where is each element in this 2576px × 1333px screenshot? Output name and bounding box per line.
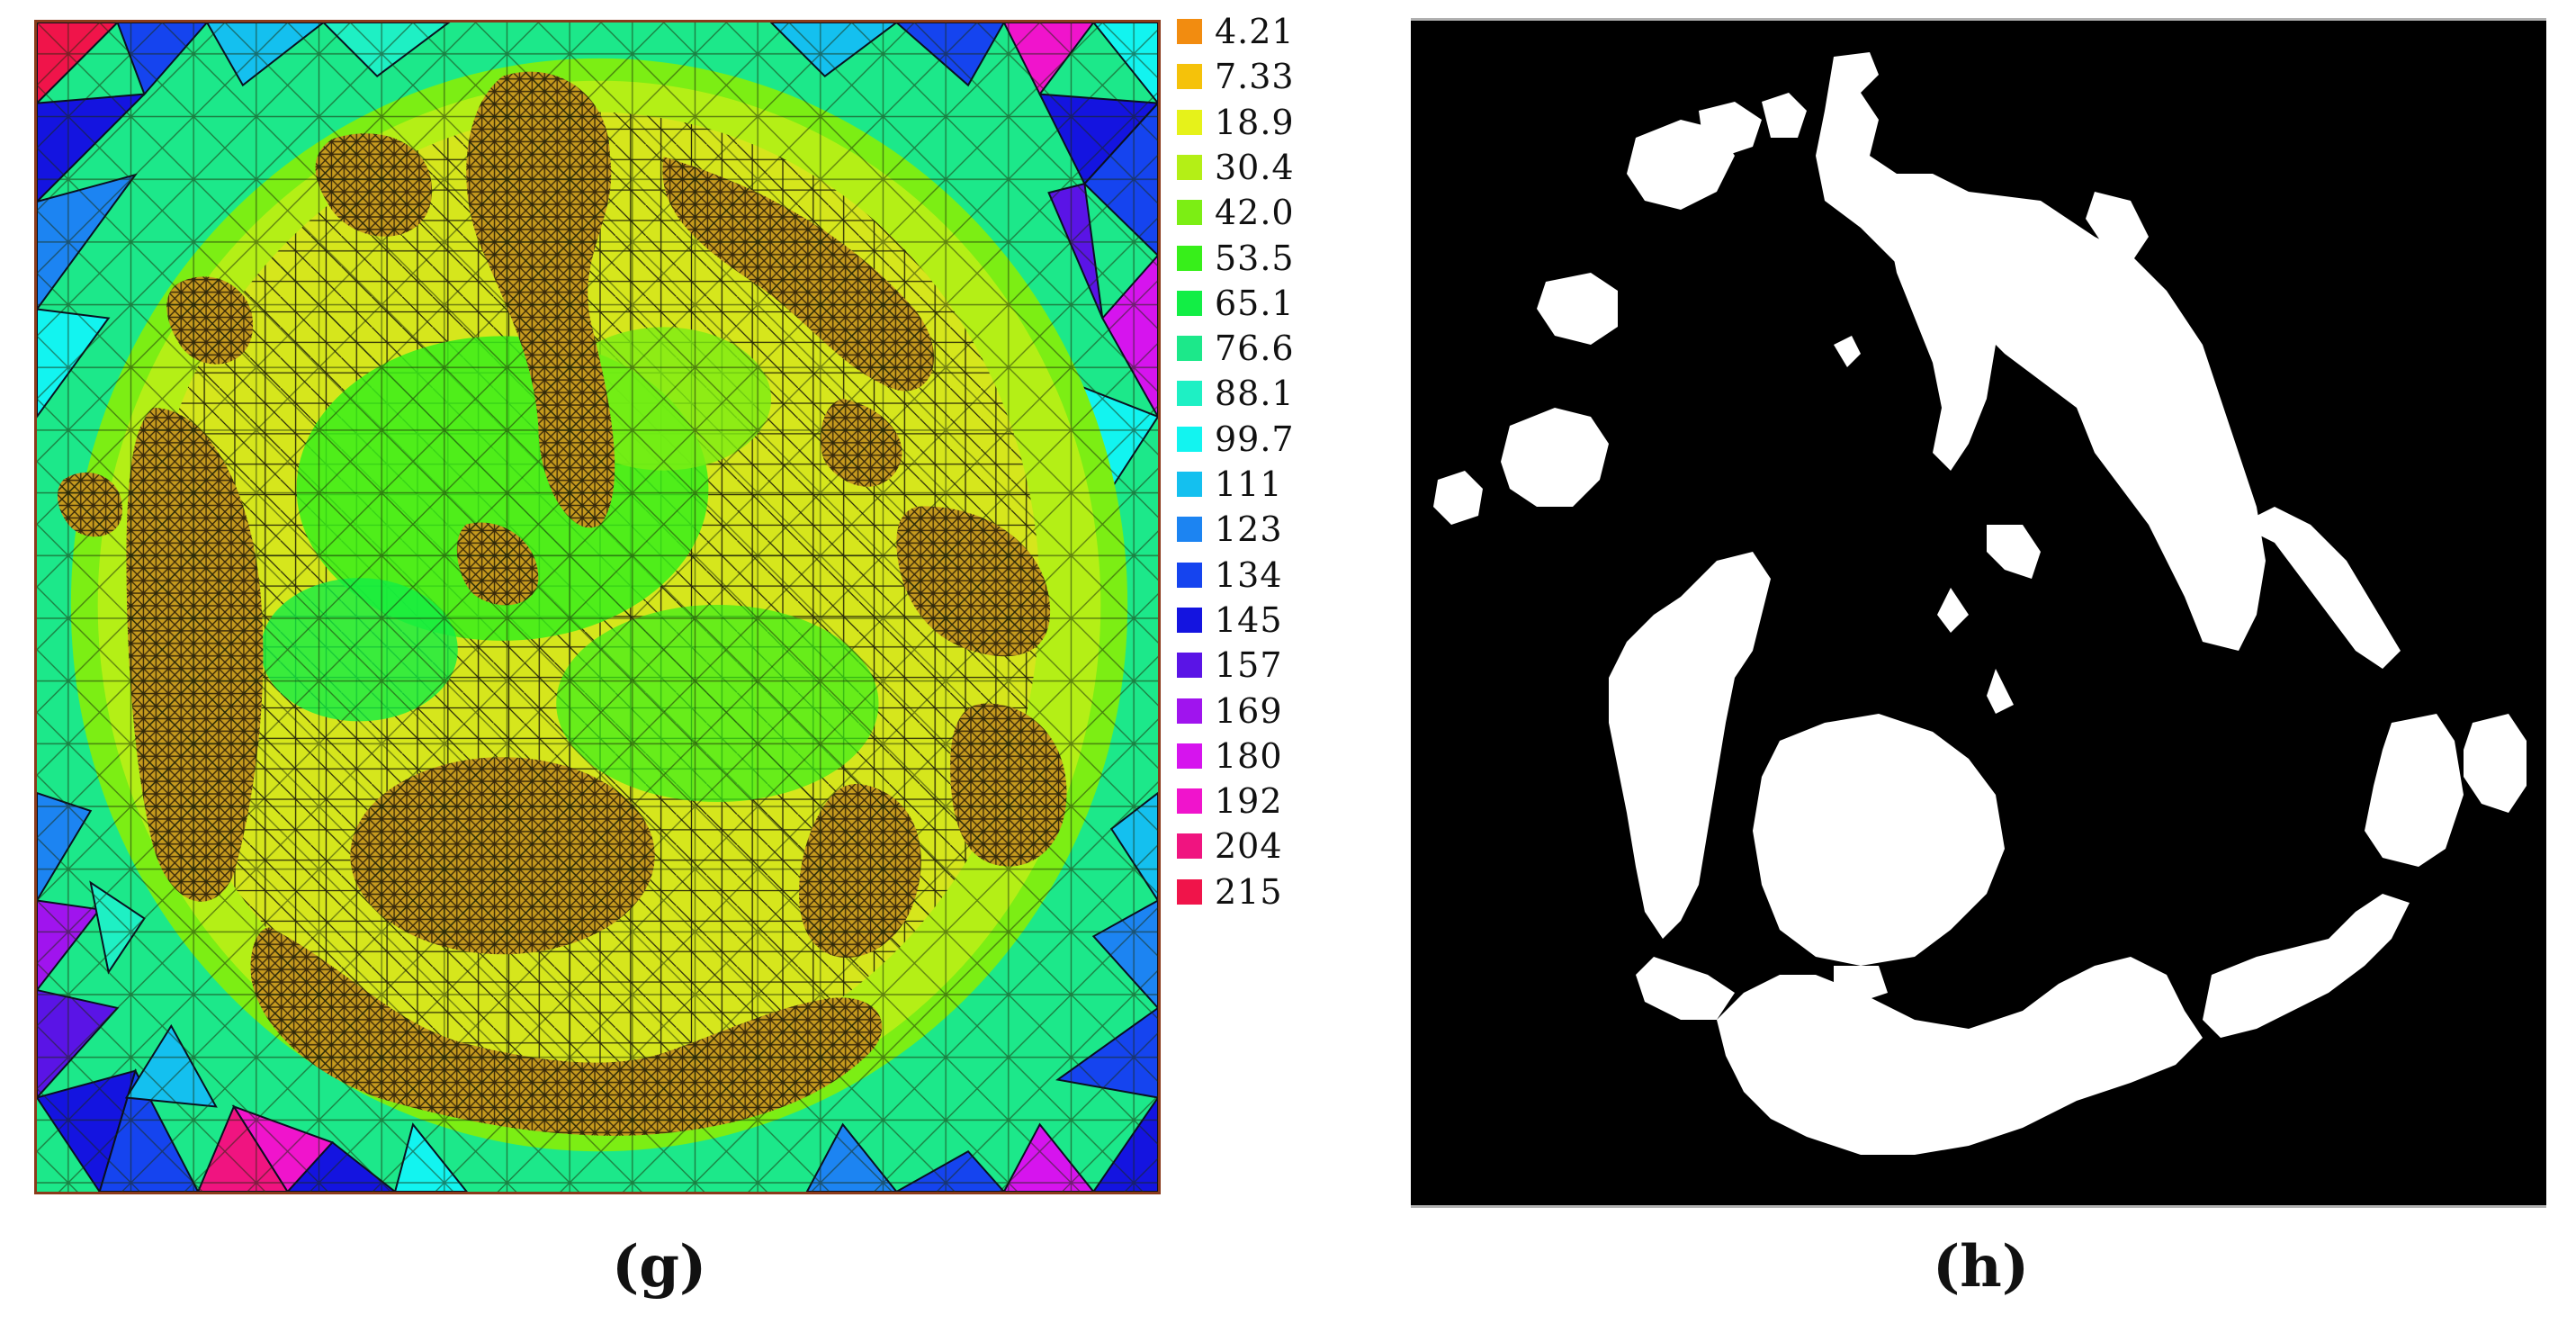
legend-label: 192	[1215, 781, 1283, 822]
mesh-svg	[37, 23, 1158, 1192]
legend-swatch	[1177, 200, 1202, 226]
legend-item: 65.1	[1177, 281, 1295, 326]
legend-swatch	[1177, 743, 1202, 769]
legend-label: 42.0	[1215, 193, 1295, 233]
legend-label: 88.1	[1215, 374, 1295, 414]
legend-label: 4.21	[1215, 12, 1295, 51]
binary-segmentation-image	[1411, 18, 2546, 1208]
legend-item: 7.33	[1177, 54, 1295, 99]
mesh-plot	[34, 20, 1161, 1194]
legend-item: 76.6	[1177, 326, 1295, 371]
legend-swatch	[1177, 109, 1202, 135]
legend-swatch	[1177, 562, 1202, 588]
legend-label: 204	[1215, 826, 1283, 867]
legend-swatch	[1177, 698, 1202, 724]
legend-item: 180	[1177, 734, 1283, 779]
caption-h: (h)	[1933, 1233, 2030, 1301]
legend-label: 99.7	[1215, 419, 1295, 459]
legend-item: 215	[1177, 869, 1283, 914]
legend-label: 157	[1215, 645, 1283, 686]
legend-swatch	[1177, 426, 1202, 452]
legend-item: 42.0	[1177, 190, 1295, 235]
legend-swatch	[1177, 653, 1202, 679]
legend-label: 7.33	[1215, 57, 1295, 97]
legend-item: 18.9	[1177, 100, 1295, 145]
legend-item: 88.1	[1177, 371, 1295, 416]
legend-item: 111	[1177, 462, 1283, 507]
legend-swatch	[1177, 19, 1202, 44]
legend-swatch	[1177, 336, 1202, 362]
legend-label: 76.6	[1215, 329, 1295, 369]
legend-label: 30.4	[1215, 147, 1295, 187]
legend-swatch	[1177, 833, 1202, 860]
legend-label: 215	[1215, 871, 1283, 912]
legend-item: 134	[1177, 553, 1283, 598]
legend-label: 180	[1215, 735, 1283, 776]
legend-label: 134	[1215, 554, 1283, 595]
legend-item: 145	[1177, 598, 1283, 643]
legend-item: 192	[1177, 779, 1283, 824]
caption-g: (g)	[612, 1233, 707, 1301]
legend-swatch	[1177, 878, 1202, 905]
legend-item: 204	[1177, 824, 1283, 869]
legend-swatch	[1177, 381, 1202, 407]
legend-item: 123	[1177, 507, 1283, 552]
legend-item: 53.5	[1177, 236, 1295, 281]
legend-swatch	[1177, 472, 1202, 497]
legend-label: 53.5	[1215, 238, 1295, 278]
legend-swatch	[1177, 64, 1202, 90]
legend-swatch	[1177, 245, 1202, 271]
legend-item: 99.7	[1177, 417, 1295, 462]
legend-label: 145	[1215, 599, 1283, 640]
legend-label: 123	[1215, 509, 1283, 550]
legend-label: 65.1	[1215, 283, 1295, 323]
segmentation-svg	[1411, 21, 2546, 1205]
legend-item: 30.4	[1177, 145, 1295, 190]
legend-swatch	[1177, 154, 1202, 180]
legend-item: 169	[1177, 689, 1283, 734]
legend-label: 111	[1215, 464, 1283, 504]
legend-label: 169	[1215, 690, 1283, 731]
legend-item: 4.21	[1177, 9, 1295, 54]
legend-swatch	[1177, 788, 1202, 815]
white-regions	[1433, 52, 2527, 1155]
legend-swatch	[1177, 607, 1202, 633]
legend-swatch	[1177, 290, 1202, 316]
legend-item: 157	[1177, 643, 1283, 688]
legend-swatch	[1177, 517, 1202, 543]
legend-label: 18.9	[1215, 102, 1295, 142]
